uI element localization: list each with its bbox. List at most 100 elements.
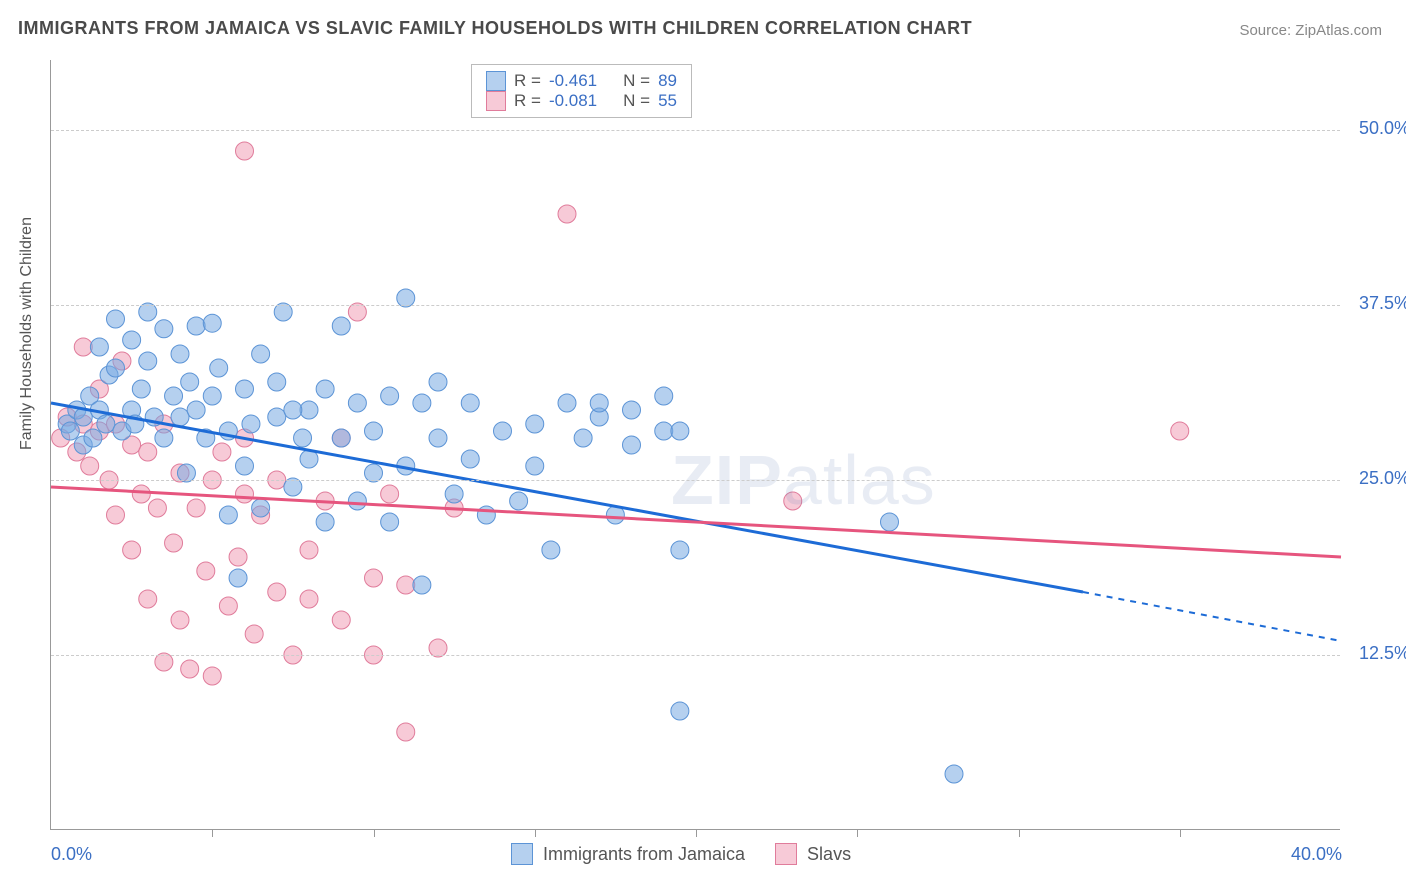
y-tick-label: 25.0% [1350, 468, 1406, 489]
x-tick-label: 40.0% [1291, 844, 1342, 865]
data-point [268, 408, 286, 426]
data-point [97, 415, 115, 433]
data-point [229, 569, 247, 587]
data-point [74, 338, 92, 356]
chart-plot-area: ZIPatlas R =-0.461N =89R =-0.081N =55 Im… [50, 60, 1340, 830]
data-point [429, 429, 447, 447]
gridline [51, 130, 1340, 131]
data-point [81, 457, 99, 475]
data-point [171, 611, 189, 629]
data-point [155, 429, 173, 447]
data-point [655, 422, 673, 440]
data-point [365, 569, 383, 587]
data-point [123, 331, 141, 349]
y-axis-label: Family Households with Children [18, 217, 36, 450]
data-point [219, 506, 237, 524]
legend-item: Immigrants from Jamaica [511, 843, 745, 865]
data-point [300, 541, 318, 559]
data-point [348, 492, 366, 510]
data-point [123, 541, 141, 559]
data-point [252, 345, 270, 363]
gridline [51, 655, 1340, 656]
data-point [236, 485, 254, 503]
data-point [945, 765, 963, 783]
data-point [132, 485, 150, 503]
data-point [445, 485, 463, 503]
data-point [242, 415, 260, 433]
data-point [381, 485, 399, 503]
legend-r-value: -0.081 [549, 91, 597, 111]
data-point [300, 401, 318, 419]
data-point [187, 401, 205, 419]
data-point [526, 457, 544, 475]
x-tick-mark [1180, 829, 1181, 837]
data-point [881, 513, 899, 531]
data-point [181, 660, 199, 678]
data-point [139, 443, 157, 461]
data-point [300, 590, 318, 608]
y-tick-label: 12.5% [1350, 643, 1406, 664]
data-point [1171, 422, 1189, 440]
data-point [84, 429, 102, 447]
legend-r-label: R = [514, 71, 541, 91]
data-point [203, 387, 221, 405]
legend-r-value: -0.461 [549, 71, 597, 91]
data-point [213, 443, 231, 461]
data-point [284, 401, 302, 419]
data-point [381, 513, 399, 531]
trend-line [51, 487, 1341, 557]
data-point [348, 394, 366, 412]
data-point [397, 723, 415, 741]
correlation-legend: R =-0.461N =89R =-0.081N =55 [471, 64, 692, 118]
legend-row: R =-0.081N =55 [486, 91, 677, 111]
legend-swatch [486, 71, 506, 91]
data-point [671, 541, 689, 559]
data-point [381, 387, 399, 405]
data-point [203, 314, 221, 332]
legend-swatch [486, 91, 506, 111]
data-point [139, 352, 157, 370]
x-tick-mark [857, 829, 858, 837]
legend-swatch [511, 843, 533, 865]
data-point [784, 492, 802, 510]
data-point [245, 625, 263, 643]
data-point [210, 359, 228, 377]
data-point [171, 345, 189, 363]
data-point [236, 380, 254, 398]
data-point [268, 373, 286, 391]
data-point [494, 422, 512, 440]
data-point [252, 499, 270, 517]
y-tick-label: 50.0% [1350, 118, 1406, 139]
data-point [203, 667, 221, 685]
x-tick-mark [1019, 829, 1020, 837]
data-point [574, 429, 592, 447]
scatter-plot-svg [51, 60, 1340, 829]
data-point [526, 415, 544, 433]
y-tick-label: 37.5% [1350, 293, 1406, 314]
data-point [655, 387, 673, 405]
data-point [332, 317, 350, 335]
legend-n-value: 55 [658, 91, 677, 111]
x-tick-label: 0.0% [51, 844, 92, 865]
legend-r-label: R = [514, 91, 541, 111]
data-point [187, 317, 205, 335]
data-point [316, 380, 334, 398]
data-point [558, 205, 576, 223]
data-point [397, 576, 415, 594]
data-point [332, 429, 350, 447]
data-point [165, 534, 183, 552]
data-point [332, 611, 350, 629]
data-point [590, 394, 608, 412]
data-point [61, 422, 79, 440]
data-point [236, 142, 254, 160]
data-point [197, 562, 215, 580]
legend-series-name: Slavs [807, 844, 851, 865]
legend-swatch [775, 843, 797, 865]
data-point [623, 401, 641, 419]
data-point [171, 408, 189, 426]
x-tick-mark [696, 829, 697, 837]
data-point [461, 394, 479, 412]
legend-item: Slavs [775, 843, 851, 865]
data-point [413, 394, 431, 412]
gridline [51, 480, 1340, 481]
